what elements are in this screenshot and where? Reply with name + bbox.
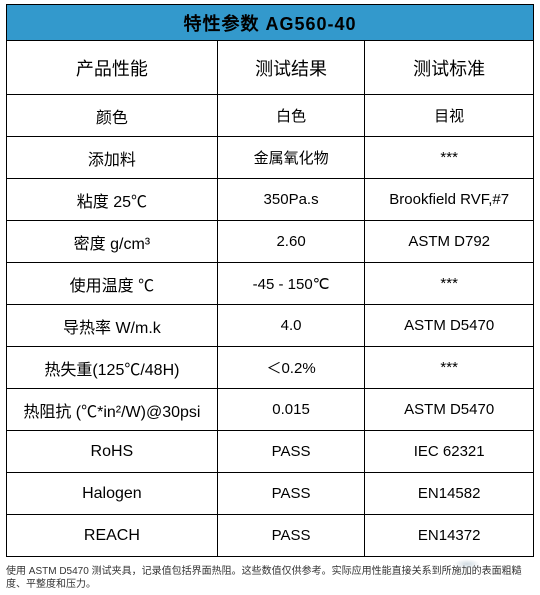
spec-table: 特性参数 AG560-40 产品性能 测试结果 测试标准 颜色白色目视添加料金属… (6, 4, 534, 557)
cell-property: 粘度 25℃ (7, 179, 218, 221)
table-row: 粘度 25℃350Pa.sBrookfield RVF,#7 (7, 179, 534, 221)
cell-standard: *** (365, 347, 534, 389)
table-row: 热阻抗 (℃*in²/W)@30psi0.015ASTM D5470 (7, 389, 534, 431)
cell-result: 2.60 (217, 221, 365, 263)
cell-result: PASS (217, 515, 365, 557)
table-row: REACHPASSEN14372 (7, 515, 534, 557)
table-row: 热失重(125℃/48H)＜0.2%*** (7, 347, 534, 389)
table-row: 密度 g/cm³2.60ASTM D792 (7, 221, 534, 263)
cell-result: 金属氧化物 (217, 137, 365, 179)
header-property: 产品性能 (7, 41, 218, 95)
header-row: 产品性能 测试结果 测试标准 (7, 41, 534, 95)
cell-property: RoHS (7, 431, 218, 473)
table-row: HalogenPASSEN14582 (7, 473, 534, 515)
cell-property: 添加料 (7, 137, 218, 179)
cell-property: 热失重(125℃/48H) (7, 347, 218, 389)
header-standard: 测试标准 (365, 41, 534, 95)
cell-property: 使用温度 ℃ (7, 263, 218, 305)
cell-standard: Brookfield RVF,#7 (365, 179, 534, 221)
cell-result: ＜0.2% (217, 347, 365, 389)
cell-property: REACH (7, 515, 218, 557)
cell-standard: ASTM D5470 (365, 305, 534, 347)
table-body: 颜色白色目视添加料金属氧化物***粘度 25℃350Pa.sBrookfield… (7, 95, 534, 557)
table-row: 添加料金属氧化物*** (7, 137, 534, 179)
table-row: 颜色白色目视 (7, 95, 534, 137)
footnote-text: 使用 ASTM D5470 测试夹具，记录值包括界面热阻。这些数值仅供参考。实际… (6, 566, 522, 590)
cell-standard: EN14582 (365, 473, 534, 515)
cell-property: 导热率 W/m.k (7, 305, 218, 347)
cell-result: 0.015 (217, 389, 365, 431)
cell-standard: 目视 (365, 95, 534, 137)
cell-standard: *** (365, 263, 534, 305)
cell-result: 白色 (217, 95, 365, 137)
cell-standard: *** (365, 137, 534, 179)
title-row: 特性参数 AG560-40 (7, 5, 534, 41)
header-result: 测试结果 (217, 41, 365, 95)
cell-standard: EN14372 (365, 515, 534, 557)
cell-result: 350Pa.s (217, 179, 365, 221)
cell-result: PASS (217, 431, 365, 473)
cell-standard: IEC 62321 (365, 431, 534, 473)
cell-result: -45 - 150℃ (217, 263, 365, 305)
cell-property: 颜色 (7, 95, 218, 137)
cell-property: 密度 g/cm³ (7, 221, 218, 263)
table-row: 导热率 W/m.k4.0ASTM D5470 (7, 305, 534, 347)
footnote: 使用 ASTM D5470 测试夹具，记录值包括界面热阻。这些数值仅供参考。实际… (0, 557, 540, 595)
smudge-mark (454, 559, 480, 569)
cell-standard: ASTM D5470 (365, 389, 534, 431)
cell-result: PASS (217, 473, 365, 515)
table-row: RoHSPASSIEC 62321 (7, 431, 534, 473)
table-row: 使用温度 ℃-45 - 150℃*** (7, 263, 534, 305)
table-container: 特性参数 AG560-40 产品性能 测试结果 测试标准 颜色白色目视添加料金属… (0, 0, 540, 557)
cell-result: 4.0 (217, 305, 365, 347)
cell-property: Halogen (7, 473, 218, 515)
cell-standard: ASTM D792 (365, 221, 534, 263)
table-title: 特性参数 AG560-40 (7, 5, 534, 41)
cell-property: 热阻抗 (℃*in²/W)@30psi (7, 389, 218, 431)
